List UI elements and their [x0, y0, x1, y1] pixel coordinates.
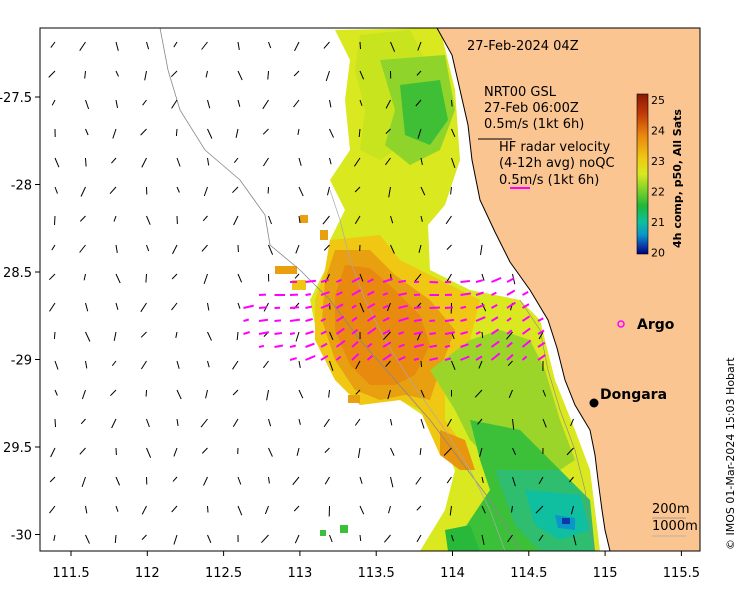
timestamp-label: 27-Feb-2024 04Z: [467, 39, 579, 54]
colorbar-label: 22: [651, 186, 665, 199]
colorbar-label: 24: [651, 125, 665, 138]
sst-swath: [275, 28, 600, 551]
model-scale: 0.5m/s (1kt 6h): [484, 117, 584, 132]
colorbar-label: 25: [651, 94, 665, 107]
model-title: NRT00 GSL: [484, 85, 557, 100]
lat-tick-label: -30: [11, 529, 32, 544]
plot-frame: [39, 27, 701, 552]
dongara-label: Dongara: [600, 387, 667, 403]
lat-tick-label: -29: [11, 354, 32, 369]
latitude-axis: -27.5 -28 28.5 -29 29.5 -30: [0, 91, 40, 544]
bathy-200m: 200m: [652, 502, 689, 517]
colorbar: [636, 93, 649, 255]
lon-tick-label: 114: [440, 566, 465, 581]
argo-label: Argo: [637, 317, 675, 333]
lat-tick-label: -28: [11, 179, 32, 194]
colorbar-label: 20: [651, 247, 665, 260]
lon-tick-label: 112: [135, 566, 160, 581]
argo-marker: [617, 320, 625, 328]
lon-tick-label: 112.5: [205, 566, 242, 581]
lon-tick-label: 115.5: [663, 566, 700, 581]
colorbar-label: 23: [651, 155, 665, 168]
colorbar-labels: 25 24 23 22 21 20: [651, 94, 665, 260]
hf-radar-arrows: [243, 276, 546, 361]
lat-tick-label: 28.5: [3, 266, 32, 281]
longitude-axis: 111.5 112 112.5 113 113.5 114 114.5 115 115.5: [52, 551, 700, 581]
contour-200m: [159, 28, 521, 551]
lat-tick-label: -27.5: [0, 91, 32, 106]
dongara-marker: [589, 398, 599, 408]
model-current-arrows: [48, 41, 577, 546]
lon-tick-label: 115: [593, 566, 618, 581]
lon-tick-label: 113.5: [358, 566, 395, 581]
lon-tick-label: 114.5: [510, 566, 547, 581]
hf-line1: HF radar velocity: [499, 140, 611, 155]
credit-label: © IMOS 01-Mar-2024 15:03 Hobart: [724, 357, 737, 550]
land-mass: [436, 28, 700, 551]
contour-1000m: [329, 189, 506, 551]
lat-tick-label: 29.5: [3, 441, 32, 456]
colorbar-label: 21: [651, 216, 665, 229]
contour-coastal: [519, 299, 596, 551]
bathy-1000m: 1000m: [652, 519, 698, 534]
colorbar-title: 4h comp, p50, All Sats: [671, 109, 684, 248]
lon-tick-label: 111.5: [52, 566, 89, 581]
hf-line2: (4-12h avg) noQC: [499, 156, 615, 171]
hf-scale: 0.5m/s (1kt 6h): [499, 173, 599, 188]
model-time: 27-Feb 06:00Z: [484, 101, 579, 116]
lon-tick-label: 113: [287, 566, 312, 581]
